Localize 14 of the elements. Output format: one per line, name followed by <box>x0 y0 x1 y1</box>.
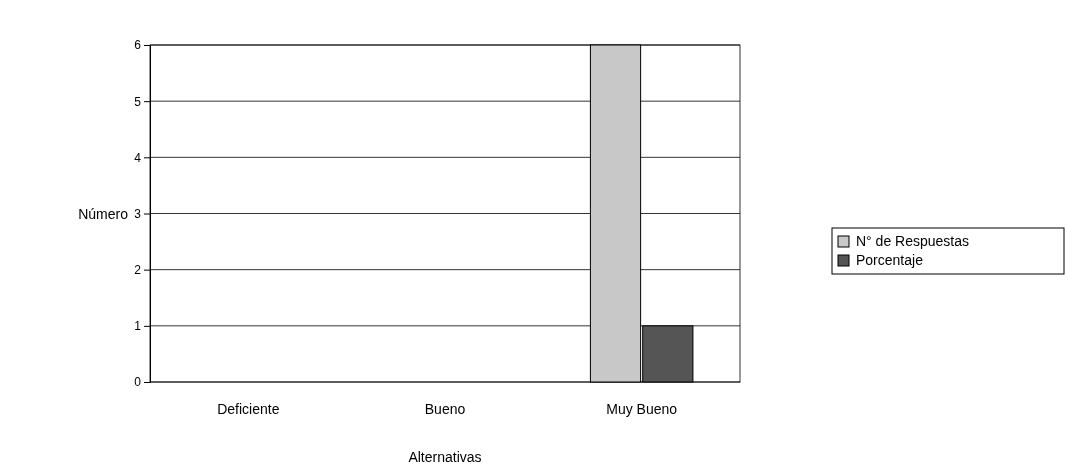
x-axis-title: Alternativas <box>408 449 482 465</box>
y-axis-title: Número <box>78 205 129 222</box>
y-tick-label: 5 <box>134 94 142 109</box>
y-tick-label: 2 <box>134 263 142 278</box>
legend-label: Porcentaje <box>856 252 924 268</box>
y-tick-label: 1 <box>134 319 142 334</box>
x-tick-label: Muy Bueno <box>606 400 678 417</box>
y-tick-label: 3 <box>134 206 142 221</box>
y-tick-label: 6 <box>134 38 142 53</box>
x-tick-label: Deficiente <box>217 400 280 417</box>
x-tick-label: Bueno <box>424 400 466 417</box>
y-tick-label: 4 <box>134 150 142 165</box>
legend-label: N° de Respuestas <box>856 233 969 249</box>
y-tick-label: 0 <box>134 375 142 390</box>
